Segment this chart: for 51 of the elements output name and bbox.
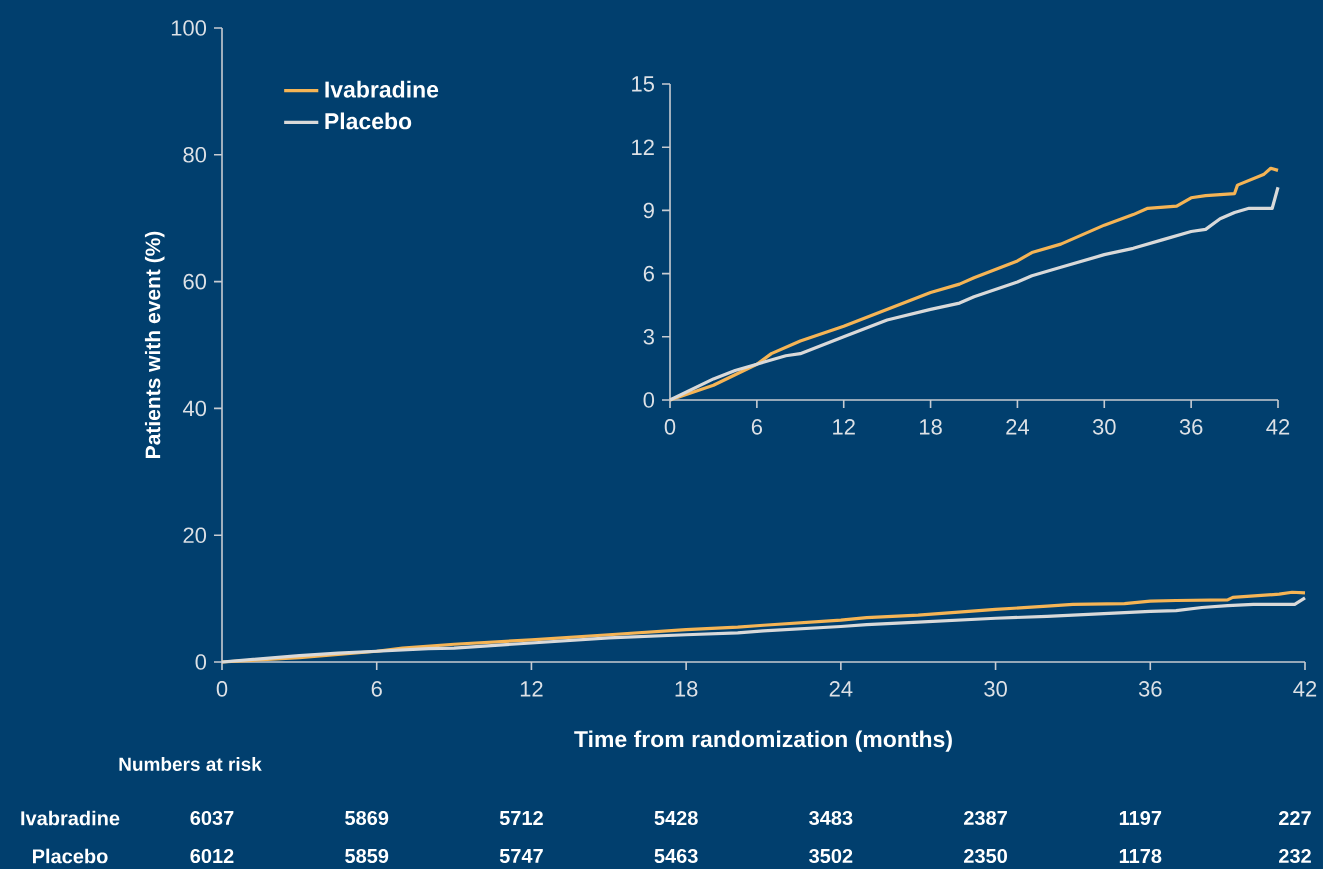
y-tick-label: 0 — [195, 654, 207, 670]
x-tick-label: 36 — [1179, 419, 1203, 435]
text: 6012 — [190, 848, 234, 864]
text: 232 — [1279, 848, 1311, 864]
x-tick-label: 24 — [829, 681, 853, 697]
x-tick-label: 18 — [675, 681, 698, 697]
y-tick-label: 40 — [182, 400, 207, 417]
x-tick-label: 30 — [984, 681, 1007, 697]
text: Numbers at risk — [119, 757, 262, 771]
legend-label: Placebo — [325, 112, 412, 130]
x-tick-label: 12 — [833, 419, 855, 435]
x-axis-title: Time from randomization (months) — [574, 730, 952, 752]
y-tick-label: 0 — [643, 392, 655, 408]
y-tick-label: 60 — [183, 273, 207, 290]
y-tick-label: 3 — [643, 329, 654, 345]
text: 5859 — [345, 848, 389, 864]
text: 3483 — [809, 810, 853, 826]
x-tick-label: 6 — [371, 681, 382, 697]
y-tick-label: 6 — [643, 265, 654, 282]
x-tick-label: 36 — [1138, 681, 1162, 697]
text: Placebo — [33, 848, 108, 864]
y-tick-label: 9 — [643, 202, 654, 219]
y-tick-label: 100 — [171, 20, 207, 36]
text: 1178 — [1119, 848, 1162, 864]
text: 1197 — [1119, 810, 1162, 826]
y-tick-label: 80 — [183, 147, 207, 163]
legend-label: Ivabradine — [325, 80, 439, 98]
x-tick-label: 42 — [1293, 681, 1317, 697]
y-axis-title: Patients with event (%) — [144, 231, 165, 458]
text: 5712 — [499, 810, 543, 826]
text: 3502 — [809, 848, 853, 864]
text: 5747 — [499, 849, 543, 863]
text: 2350 — [964, 848, 1007, 864]
y-tick-label: 20 — [183, 527, 207, 543]
y-tick-label: 15 — [632, 76, 654, 92]
x-tick-label: 30 — [1092, 419, 1116, 435]
x-tick-label: 0 — [664, 419, 676, 435]
y-tick-label: 12 — [632, 139, 654, 155]
x-tick-label: 24 — [1006, 419, 1029, 435]
text: 6037 — [190, 810, 234, 826]
text: Ivabradine — [21, 810, 120, 826]
text: 2387 — [964, 810, 1007, 826]
text: 5428 — [654, 810, 698, 826]
x-tick-label: 18 — [920, 419, 942, 435]
text: 5463 — [654, 848, 698, 864]
x-tick-label: 0 — [216, 681, 228, 697]
x-tick-label: 6 — [751, 419, 763, 435]
text: 227 — [1279, 811, 1311, 825]
x-tick-label: 42 — [1266, 419, 1290, 435]
text: 5869 — [345, 810, 389, 826]
x-tick-label: 12 — [520, 681, 543, 697]
